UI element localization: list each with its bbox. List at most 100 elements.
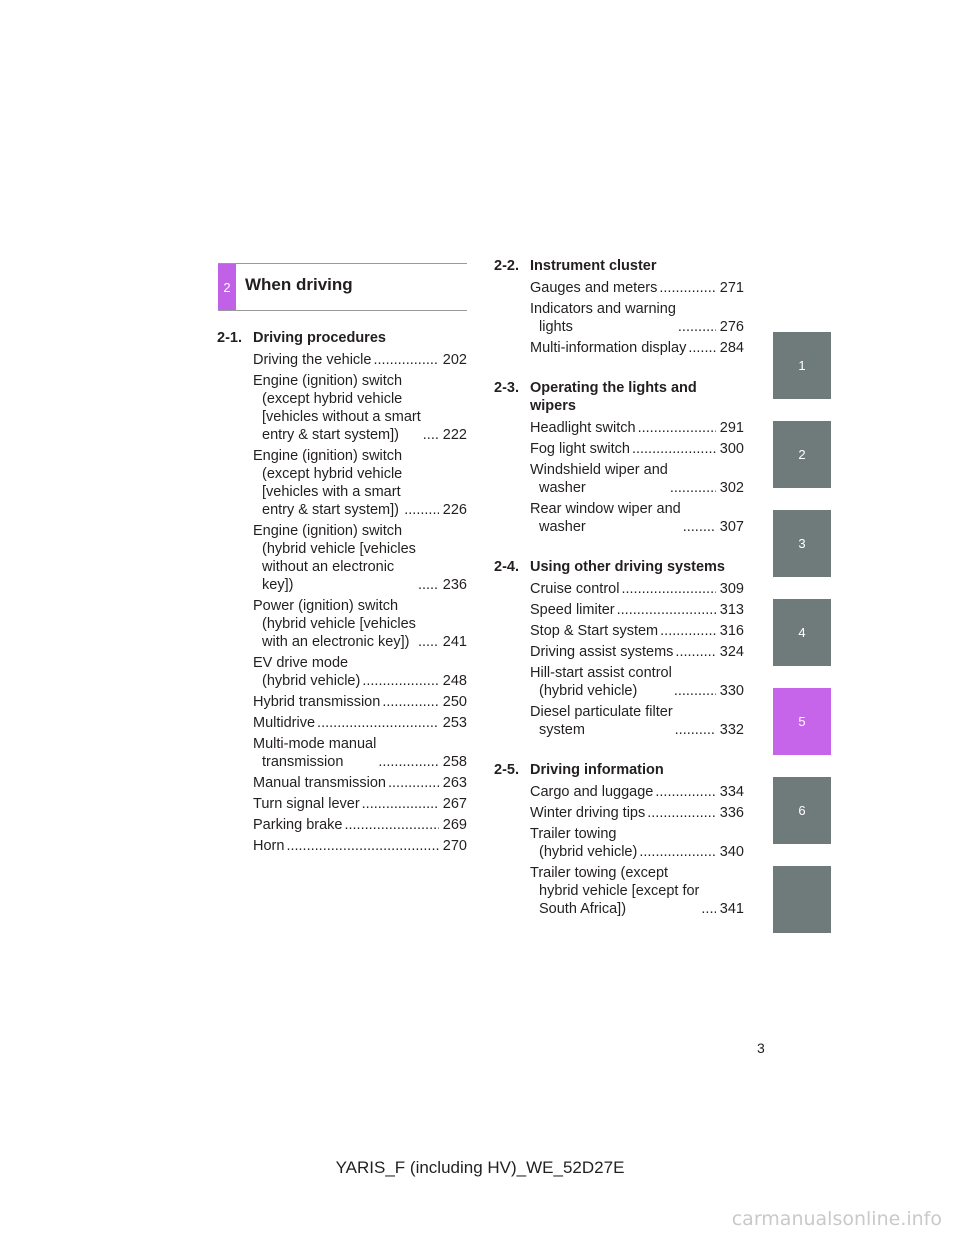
chapter-tab[interactable]: 1 xyxy=(773,332,831,399)
toc-entry[interactable]: Multidrive 253 xyxy=(253,714,467,732)
toc-section-heading[interactable]: 2-2. Instrument cluster xyxy=(494,257,744,275)
toc-entry[interactable]: Trailer towing (except hybrid vehicle [ex… xyxy=(530,864,744,918)
toc-page-number: 276 xyxy=(719,319,744,335)
toc-entry-row: Hybrid transmission 250 xyxy=(253,693,467,711)
toc-entry-title: Horn xyxy=(253,837,284,855)
toc-entry-row: Engine (ignition) switch (except hybrid v… xyxy=(253,447,467,519)
toc-entry[interactable]: Engine (ignition) switch (hybrid vehicle … xyxy=(253,522,467,594)
toc-entry-line: Engine (ignition) switch xyxy=(253,373,403,389)
toc-entry-row: EV drive mode (hybrid vehicle) 248 xyxy=(253,654,467,690)
toc-entry[interactable]: Windshield wiper and washer 302 xyxy=(530,461,744,497)
toc-entry[interactable]: Engine (ignition) switch (except hybrid v… xyxy=(253,372,467,444)
toc-entry-line: Windshield wiper and xyxy=(530,462,668,478)
toc-section-heading[interactable]: 2-4. Using other driving systems xyxy=(494,558,744,576)
toc-entry[interactable]: Headlight switch 291 xyxy=(530,419,744,437)
toc-entry-line: Engine (ignition) switch xyxy=(253,448,403,464)
toc-entry-row: Driving assist systems 324 xyxy=(530,643,744,661)
toc-page-number: 236 xyxy=(442,577,467,593)
toc-entry-line: Turn signal lever xyxy=(253,796,360,812)
toc-entry-line: entry & start system]) xyxy=(262,502,399,518)
toc-section: 2-2. Instrument cluster Gauges and meters 2… xyxy=(494,257,744,357)
toc-entry-row: Horn 270 xyxy=(253,837,467,855)
toc-page-number: 270 xyxy=(442,838,467,854)
toc-entry[interactable]: Driving the vehicle 202 xyxy=(253,351,467,369)
toc-entry-line: EV drive mode xyxy=(253,655,349,671)
toc-entry[interactable]: Trailer towing (hybrid vehicle) 340 xyxy=(530,825,744,861)
chapter-tab[interactable]: 3 xyxy=(773,510,831,577)
toc-entry[interactable]: Engine (ignition) switch (except hybrid v… xyxy=(253,447,467,519)
toc-entry-line: Driving the vehicle xyxy=(253,352,372,368)
dot-leader xyxy=(683,518,716,536)
toc-entry[interactable]: Cargo and luggage 334 xyxy=(530,783,744,801)
chapter-tab[interactable]: 2 xyxy=(773,421,831,488)
toc-entry[interactable]: Stop & Start system 316 xyxy=(530,622,744,640)
toc-entry-title: Indicators and warning lights xyxy=(530,300,676,336)
toc-page-number: 250 xyxy=(442,694,467,710)
toc-page-number: 269 xyxy=(442,817,467,833)
dot-leader xyxy=(701,900,716,918)
chapter-tab[interactable]: 6 xyxy=(773,777,831,844)
toc-entry-line: Headlight switch xyxy=(530,420,636,436)
toc-entry-title: Manual transmission xyxy=(253,774,386,792)
toc-entry[interactable]: Fog light switch 300 xyxy=(530,440,744,458)
toc-section-heading[interactable]: 2-1. Driving procedures xyxy=(217,329,467,347)
toc-page-number: 309 xyxy=(719,581,744,597)
toc-entry-line: (except hybrid vehicle xyxy=(262,391,403,407)
toc-entry[interactable]: Manual transmission 263 xyxy=(253,774,467,792)
dot-leader xyxy=(378,753,439,771)
chapter-tab[interactable]: 5 xyxy=(773,688,831,755)
toc-section-heading[interactable]: 2-5. Driving information xyxy=(494,761,744,779)
toc-page-number: 291 xyxy=(719,420,744,436)
toc-entry-row: Trailer towing (except hybrid vehicle [ex… xyxy=(530,864,744,918)
toc-section-title: Instrument cluster xyxy=(530,258,657,274)
toc-entry[interactable]: Horn 270 xyxy=(253,837,467,855)
toc-entry[interactable]: EV drive mode (hybrid vehicle) 248 xyxy=(253,654,467,690)
toc-entry-row: Engine (ignition) switch (hybrid vehicle … xyxy=(253,522,467,594)
section-number: 2 xyxy=(218,264,236,310)
toc-entry[interactable]: Parking brake 269 xyxy=(253,816,467,834)
toc-page-number: 340 xyxy=(719,844,744,860)
toc-entry[interactable]: Multi-information display 284 xyxy=(530,339,744,357)
toc-entry[interactable]: Rear window wiper and washer 307 xyxy=(530,500,744,536)
dot-leader xyxy=(286,837,439,855)
chapter-tab[interactable] xyxy=(773,866,831,933)
toc-entry-title: Trailer towing (hybrid vehicle) xyxy=(530,825,637,861)
toc-entry-line: Gauges and meters xyxy=(530,280,658,296)
toc-page-number: 307 xyxy=(719,519,744,535)
toc-section-title: Using other driving systems xyxy=(530,559,725,575)
toc-section: 2-4. Using other driving systems Cruise co… xyxy=(494,558,744,739)
toc-entry[interactable]: Turn signal lever 267 xyxy=(253,795,467,813)
toc-entry[interactable]: Multi-mode manual transmission 258 xyxy=(253,735,467,771)
toc-page-number: 313 xyxy=(719,602,744,618)
toc-entry[interactable]: Winter driving tips 336 xyxy=(530,804,744,822)
toc-entry-line: Hill-start assist control xyxy=(530,665,672,681)
toc-section-title: Driving information xyxy=(530,762,664,778)
toc-entry-title: Multi-mode manual transmission xyxy=(253,735,376,771)
toc-entry[interactable]: Hybrid transmission 250 xyxy=(253,693,467,711)
toc-entry-line: Winter driving tips xyxy=(530,805,646,821)
toc-entry-row: Diesel particulate filter system 332 xyxy=(530,703,744,739)
dot-leader xyxy=(388,774,439,792)
toc-section-number: 2-2. xyxy=(494,258,519,274)
toc-entry-line: Trailer towing xyxy=(530,826,617,842)
toc-entry[interactable]: Hill-start assist control (hybrid vehicle… xyxy=(530,664,744,700)
toc-entry[interactable]: Speed limiter 313 xyxy=(530,601,744,619)
toc-entry-line: (hybrid vehicle) xyxy=(539,844,638,860)
toc-section-number: 2-1. xyxy=(217,330,242,346)
toc-entry-title: Multidrive xyxy=(253,714,315,732)
toc-section-heading[interactable]: 2-3. Operating the lights and wipers xyxy=(494,379,744,415)
toc-entry[interactable]: Driving assist systems 324 xyxy=(530,643,744,661)
toc-entry-row: Stop & Start system 316 xyxy=(530,622,744,640)
toc-entry-row: Parking brake 269 xyxy=(253,816,467,834)
section-title: When driving xyxy=(245,275,353,294)
toc-entry[interactable]: Power (ignition) switch (hybrid vehicle [… xyxy=(253,597,467,651)
toc-entry[interactable]: Gauges and meters 271 xyxy=(530,279,744,297)
toc-entry-line: Stop & Start system xyxy=(530,623,659,639)
toc-entry[interactable]: Cruise control 309 xyxy=(530,580,744,598)
toc-entry[interactable]: Diesel particulate filter system 332 xyxy=(530,703,744,739)
toc-entry[interactable]: Indicators and warning lights 276 xyxy=(530,300,744,336)
toc-right-column: 2-2. Instrument cluster Gauges and meters 2… xyxy=(494,257,744,940)
toc-entry-row: Driving the vehicle 202 xyxy=(253,351,467,369)
chapter-tab[interactable]: 4 xyxy=(773,599,831,666)
toc-entry-title: Turn signal lever xyxy=(253,795,360,813)
